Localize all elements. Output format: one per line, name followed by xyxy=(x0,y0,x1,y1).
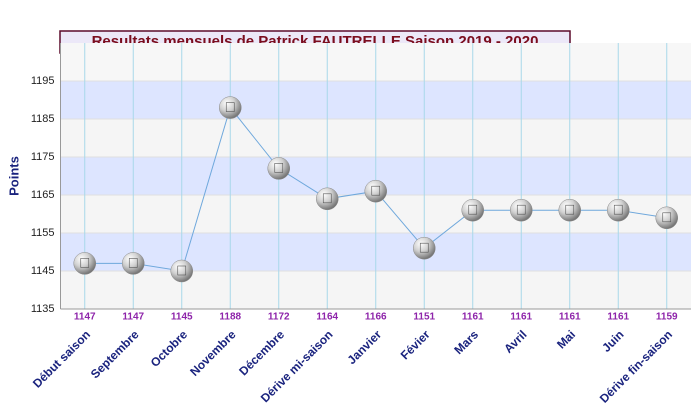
point-icon xyxy=(565,204,575,215)
data-label: 1164 xyxy=(316,312,338,323)
x-tick-label: Juin xyxy=(599,327,626,354)
point-icon xyxy=(225,102,235,112)
data-label: 1159 xyxy=(656,312,678,323)
point-icon xyxy=(516,204,526,215)
point-icon xyxy=(128,258,138,268)
data-label: 1166 xyxy=(365,312,387,323)
x-tick-label: Févier xyxy=(398,327,433,362)
point-icon xyxy=(322,193,332,204)
data-point xyxy=(413,236,436,260)
data-label: 1161 xyxy=(607,312,629,323)
data-label: 1161 xyxy=(559,312,581,323)
data-point xyxy=(461,198,484,222)
data-point xyxy=(364,179,387,203)
data-point xyxy=(607,198,630,222)
data-point xyxy=(267,157,290,180)
x-tick-label: Septembre xyxy=(88,327,142,381)
y-tick-label: 1175 xyxy=(31,151,55,163)
x-tick-label: Décembre xyxy=(236,327,287,378)
data-label: 1145 xyxy=(171,312,193,323)
data-point xyxy=(122,252,145,275)
x-tick-label: Mai xyxy=(554,327,578,351)
data-point xyxy=(316,187,339,211)
x-tick-label: Mars xyxy=(451,327,481,357)
point-icon xyxy=(177,265,187,276)
data-point xyxy=(170,259,193,283)
y-tick-label: 1165 xyxy=(31,189,55,201)
y-tick-label: 1145 xyxy=(31,265,55,277)
data-label: 1161 xyxy=(462,312,484,323)
y-tick-label: 1155 xyxy=(31,227,55,239)
y-tick-label: 1185 xyxy=(31,113,55,125)
data-label: 1151 xyxy=(413,312,435,323)
data-label: 1161 xyxy=(510,312,532,323)
y-axis-label: Points xyxy=(6,156,21,196)
data-label: 1147 xyxy=(122,312,144,323)
data-label: 1188 xyxy=(219,312,241,323)
x-tick-label: Début saison xyxy=(30,327,93,390)
data-point xyxy=(219,96,242,119)
point-icon xyxy=(468,204,478,215)
data-point xyxy=(655,206,678,230)
y-tick-label: 1195 xyxy=(31,75,55,87)
point-icon xyxy=(274,163,284,173)
point-icon xyxy=(613,204,623,215)
x-tick-label: Novembre xyxy=(187,327,239,379)
data-label: 1172 xyxy=(268,312,290,323)
point-icon xyxy=(80,258,90,268)
x-tick-label: Octobre xyxy=(148,327,191,370)
point-icon xyxy=(371,185,381,196)
point-icon xyxy=(419,242,429,253)
x-tick-label: Avril xyxy=(501,327,529,355)
data-point xyxy=(73,252,96,275)
data-label: 1147 xyxy=(74,312,96,323)
data-point xyxy=(558,198,581,222)
data-point xyxy=(510,198,533,222)
point-icon xyxy=(662,212,672,223)
x-tick-label: Janvier xyxy=(344,327,384,367)
y-tick-label: 1135 xyxy=(31,303,55,315)
